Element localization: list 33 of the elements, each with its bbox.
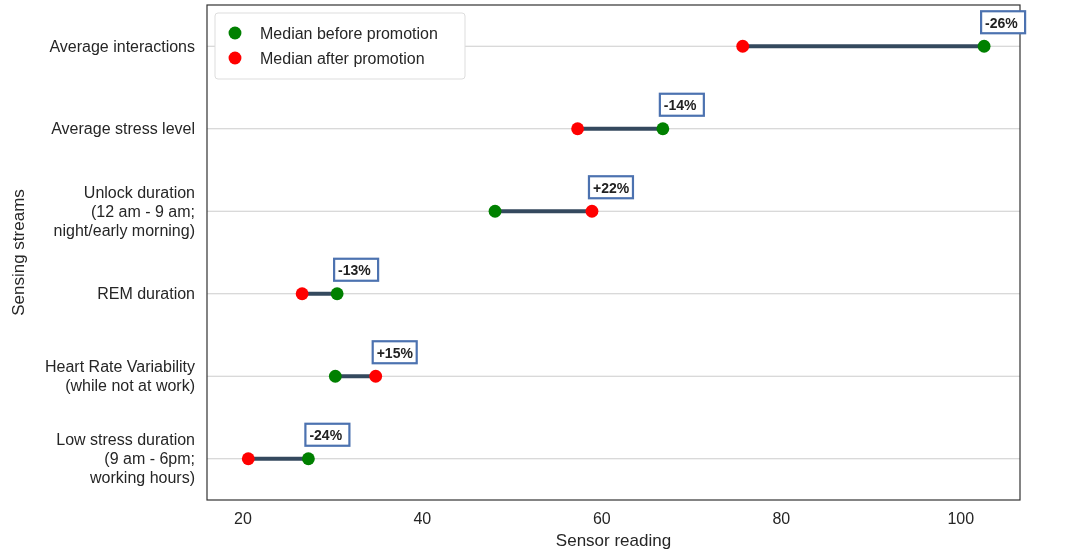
y-tick-label: Average stress level bbox=[51, 120, 195, 138]
point bbox=[330, 287, 344, 301]
x-tick-label: 80 bbox=[772, 510, 791, 527]
y-tick-label: Low stress duration (9 am - 6pm; working hours) bbox=[56, 431, 195, 487]
x-tick-label: 100 bbox=[947, 510, 975, 527]
point bbox=[328, 369, 342, 383]
point bbox=[736, 39, 750, 53]
annotation: -13% bbox=[338, 262, 372, 279]
legend-label: Median after promotion bbox=[260, 50, 425, 67]
x-axis-title: Sensor reading bbox=[555, 531, 672, 550]
annotation: +15% bbox=[376, 344, 414, 361]
point bbox=[301, 452, 315, 466]
annotation: -14% bbox=[663, 97, 698, 114]
y-tick-label: Heart Rate Variability (while not at work) bbox=[45, 358, 195, 395]
x-tick-label: 20 bbox=[234, 510, 252, 527]
point bbox=[656, 122, 670, 136]
point bbox=[977, 39, 991, 53]
y-tick-label: REM duration bbox=[97, 285, 195, 303]
point bbox=[571, 122, 585, 136]
point bbox=[488, 204, 502, 218]
point bbox=[241, 452, 255, 466]
point bbox=[295, 287, 309, 301]
point bbox=[585, 204, 599, 218]
annotation: +22% bbox=[592, 179, 630, 196]
annotation: -24% bbox=[309, 427, 343, 444]
y-axis-title: Sensing streams bbox=[9, 189, 28, 316]
y-tick-label: Average interactions bbox=[49, 37, 195, 55]
x-tick-label: 60 bbox=[592, 510, 611, 527]
point bbox=[369, 369, 383, 383]
annotation: -26% bbox=[985, 14, 1019, 31]
x-tick-label: 40 bbox=[413, 510, 432, 527]
y-tick-label: Unlock duration (12 am - 9 am; night/early morning) bbox=[53, 183, 195, 239]
legend-label: Median before promotion bbox=[260, 25, 438, 42]
